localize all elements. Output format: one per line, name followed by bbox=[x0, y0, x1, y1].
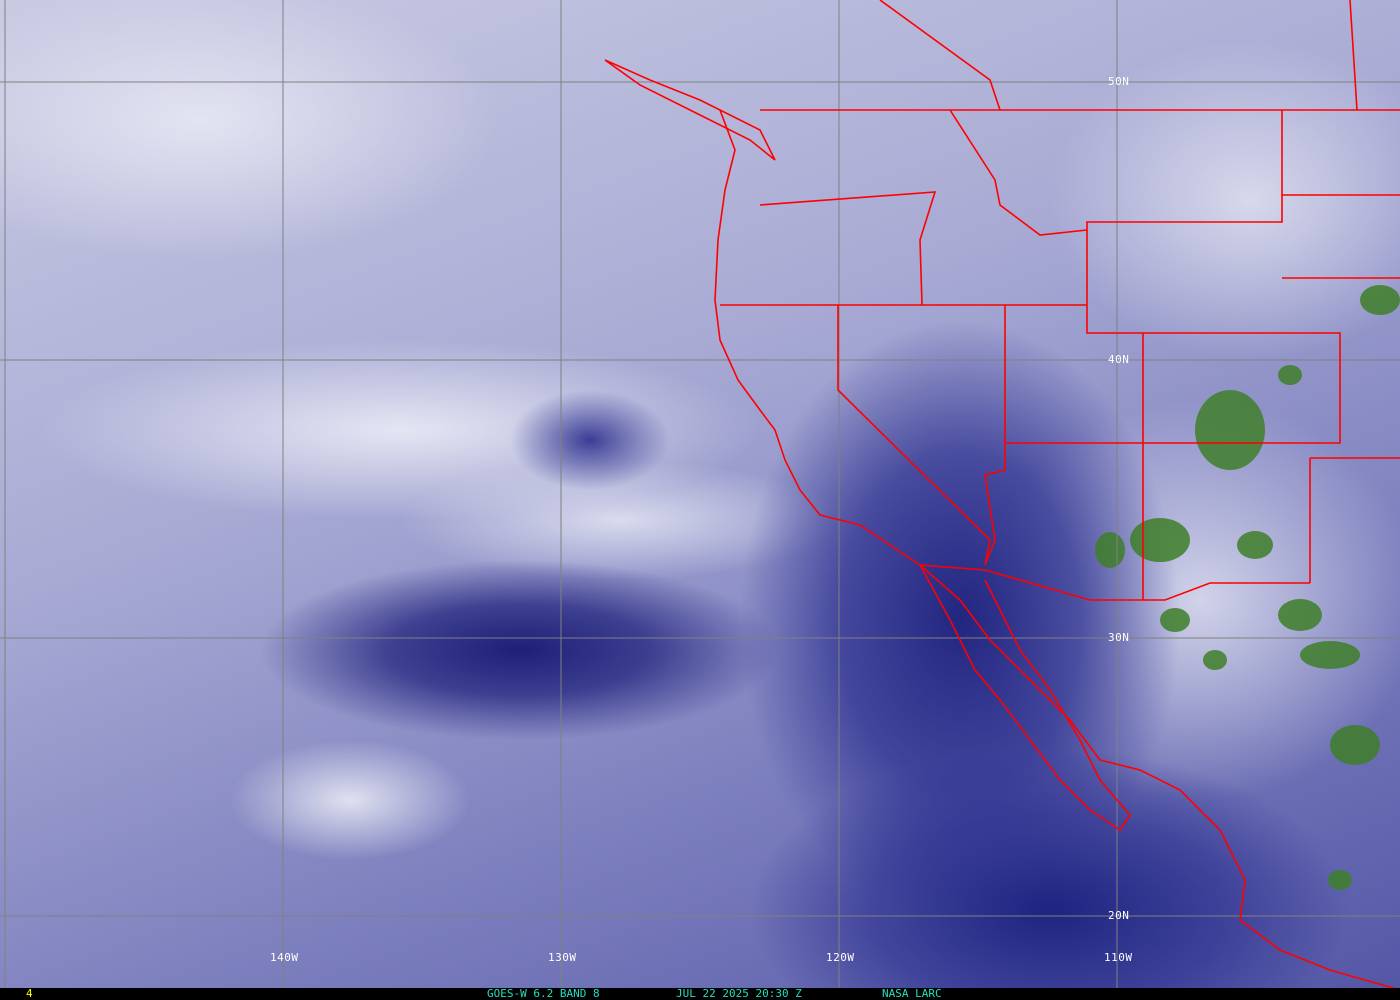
nv-az-border bbox=[984, 305, 1006, 566]
frame-number: 4 bbox=[26, 987, 33, 1000]
west-coastline bbox=[714, 109, 1396, 988]
longitude-label-120w: 120W bbox=[826, 951, 855, 964]
latitude-label-40n: 40N bbox=[1108, 353, 1130, 366]
status-bar: 4 GOES-W 6.2 BAND 8 JUL 22 2025 20:30 Z … bbox=[0, 988, 1400, 1000]
satellite-band: GOES-W 6.2 BAND 8 bbox=[487, 987, 600, 1000]
longitude-label-140w: 140W bbox=[270, 951, 299, 964]
canada-border-east bbox=[879, 0, 1358, 111]
image-datetime: JUL 22 2025 20:30 Z bbox=[676, 987, 802, 1000]
vancouver-island bbox=[604, 59, 776, 161]
ca-nv-border bbox=[837, 305, 991, 566]
longitude-label-110w: 110W bbox=[1104, 951, 1133, 964]
political-borders bbox=[604, 0, 1400, 988]
state-lines-interior bbox=[949, 109, 1400, 600]
us-mexico-border bbox=[919, 564, 1310, 601]
baja-peninsula bbox=[919, 564, 1132, 832]
latitude-label-20n: 20N bbox=[1108, 909, 1130, 922]
longitude-label-130w: 130W bbox=[548, 951, 577, 964]
or-wa-id-border bbox=[759, 191, 937, 306]
latitude-label-50n: 50N bbox=[1108, 75, 1130, 88]
latitude-label-30n: 30N bbox=[1108, 631, 1130, 644]
image-source: NASA LARC bbox=[882, 987, 942, 1000]
convection-cells bbox=[1095, 285, 1400, 890]
